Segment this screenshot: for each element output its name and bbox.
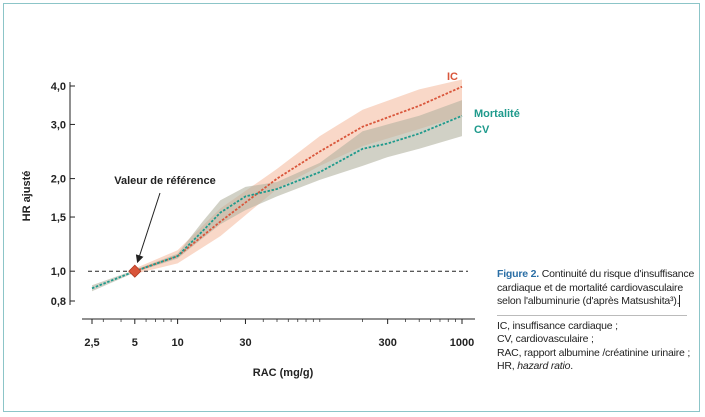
y-tick-label: 1,5 (51, 212, 66, 224)
y-tick-label: 1,0 (51, 266, 66, 278)
caption-hazard-ratio: hazard ratio (517, 360, 571, 372)
caption-abbr-ic: IC, insuffisance cardiaque ; (497, 319, 618, 332)
label-ic: IC (447, 71, 458, 83)
label-cv: CV (474, 124, 490, 136)
y-tick-label: 4,0 (51, 81, 66, 93)
band-mortalite-cv (92, 100, 462, 292)
x-tick-label: 30 (239, 337, 251, 349)
caption-abbr-hr: HR, hazard ratio. (497, 360, 697, 374)
label-mortalite: Mortalité (474, 108, 520, 120)
y-tick-label: 2,0 (51, 174, 66, 186)
x-tick-label: 300 (378, 337, 396, 349)
x-tick-label: 5 (132, 337, 138, 349)
x-tick-label: 10 (171, 337, 183, 349)
figure-caption: Figure 2. Continuité du risque d'insuffi… (497, 268, 697, 374)
x-tick-label: 1000 (450, 337, 474, 349)
line-mortalite-cv (91, 114, 463, 290)
caption-abbr-rac: RAC, rapport albumine /créatinine urinai… (497, 346, 691, 359)
y-tick-label: 0,8 (51, 296, 66, 308)
caption-title: Continuité du risque d'insuffisance card… (497, 268, 695, 307)
line-ic (134, 85, 463, 273)
caption-divider (497, 314, 687, 316)
caption-figure-number: Figure 2. (497, 268, 539, 280)
caption-abbr-hr-text: HR, hazard ratio. (497, 360, 573, 372)
y-tick-label: 3,0 (51, 119, 66, 131)
x-axis-label: RAC (mg/g) (253, 367, 314, 379)
x-tick-label: 2,5 (84, 337, 99, 349)
reference-arrow (135, 192, 161, 264)
y-axis-label: HR ajusté (21, 171, 33, 222)
reference-annotation: Valeur de référence (114, 175, 216, 187)
reference-point-marker (128, 264, 142, 278)
figure-frame (3, 3, 700, 412)
caption-abbr-cv: CV, cardiovasculaire ; (497, 333, 594, 345)
